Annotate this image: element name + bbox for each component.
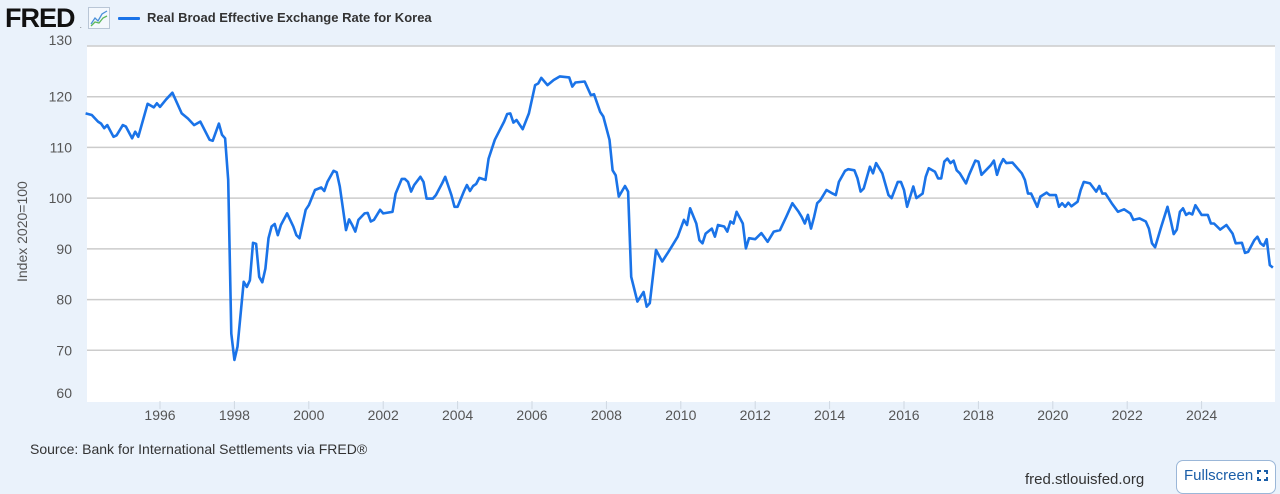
x-tick-label: 2020 xyxy=(1037,407,1068,423)
y-tick-label: 90 xyxy=(56,241,72,257)
x-tick-label: 2000 xyxy=(293,407,324,423)
x-tick-label: 2016 xyxy=(888,407,919,423)
x-tick-label: 2002 xyxy=(368,407,399,423)
x-tick-label: 2014 xyxy=(814,407,845,423)
line-chart-icon xyxy=(88,7,110,29)
y-tick-label: 130 xyxy=(49,32,73,48)
x-tick-label: 2012 xyxy=(740,407,771,423)
plot-area xyxy=(87,46,1275,402)
y-axis-label: Index 2020=100 xyxy=(14,181,30,282)
y-tick-label: 120 xyxy=(49,89,73,105)
fred-logo[interactable]: FRED xyxy=(5,3,75,33)
fullscreen-button[interactable]: Fullscreen xyxy=(1176,460,1276,494)
x-tick-label: 2018 xyxy=(963,407,994,423)
x-tick-label: 2024 xyxy=(1186,407,1217,423)
expand-icon xyxy=(1257,468,1269,481)
chart: 60 70 80 90 100 110 120 130 1996 1998 2000 2002 200… xyxy=(14,32,1275,423)
source-note: Source: Bank for International Settlemen… xyxy=(30,441,368,457)
y-tick-label: 100 xyxy=(49,190,73,206)
x-tick-label: 2006 xyxy=(516,407,547,423)
y-tick-label: 110 xyxy=(50,139,73,155)
x-tick-label: 1998 xyxy=(219,407,250,423)
series-title[interactable]: Real Broad Effective Exchange Rate for K… xyxy=(147,10,432,25)
y-tick-label: 80 xyxy=(56,292,72,308)
series-line xyxy=(85,75,1274,362)
legend-swatch xyxy=(118,17,140,20)
x-tick-label: 1996 xyxy=(144,407,175,423)
y-tick-label: 70 xyxy=(56,342,72,358)
fullscreen-label: Fullscreen xyxy=(1184,467,1254,484)
y-tick-label: 60 xyxy=(56,385,72,401)
x-tick-label: 2008 xyxy=(591,407,622,423)
x-tick-label: 2004 xyxy=(442,407,473,423)
site-link[interactable]: fred.stlouisfed.org xyxy=(1025,471,1145,488)
x-tick-label: 2010 xyxy=(665,407,696,423)
x-tick-label: 2022 xyxy=(1112,407,1143,423)
logo-registered-mark: . xyxy=(80,24,82,30)
